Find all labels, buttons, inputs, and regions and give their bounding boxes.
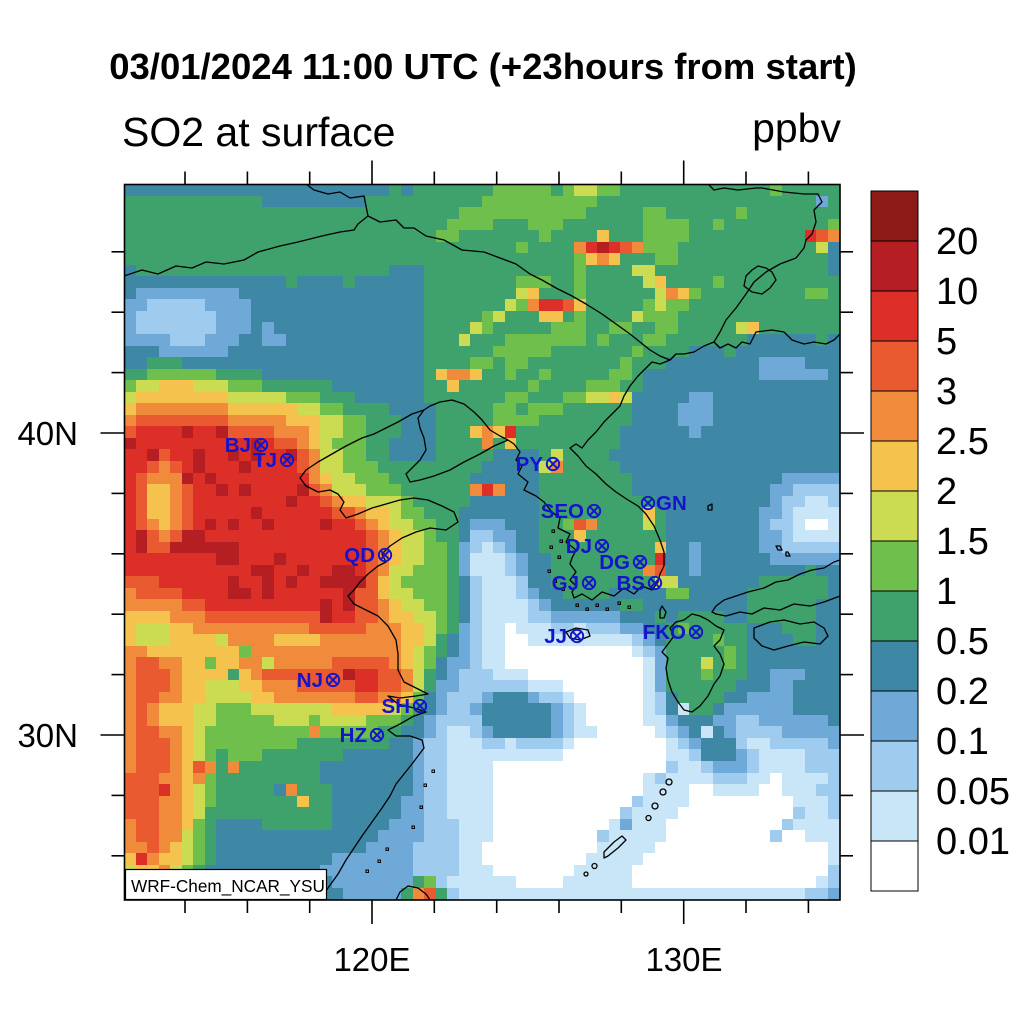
- svg-text:HZ: HZ: [340, 724, 367, 747]
- svg-text:TJ: TJ: [253, 449, 277, 472]
- svg-text:GN: GN: [656, 492, 687, 515]
- svg-text:JJ: JJ: [544, 625, 567, 648]
- svg-text:PY: PY: [516, 453, 544, 476]
- svg-text:SO2 at surface: SO2 at surface: [122, 109, 395, 155]
- svg-text:1.5: 1.5: [936, 521, 989, 563]
- svg-text:10: 10: [936, 271, 978, 313]
- svg-text:40N: 40N: [17, 415, 78, 452]
- svg-text:FKO: FKO: [643, 621, 686, 644]
- svg-text:0.01: 0.01: [936, 821, 1010, 863]
- svg-text:NJ: NJ: [297, 669, 323, 692]
- svg-text:WRF-Chem_NCAR_YSU: WRF-Chem_NCAR_YSU: [131, 876, 325, 896]
- svg-text:BJ: BJ: [225, 434, 251, 457]
- svg-text:30N: 30N: [17, 717, 78, 754]
- svg-text:2.5: 2.5: [936, 421, 989, 463]
- svg-text:5: 5: [936, 321, 957, 363]
- svg-text:1: 1: [936, 571, 957, 613]
- svg-text:0.5: 0.5: [936, 621, 989, 663]
- svg-text:2: 2: [936, 471, 957, 513]
- svg-text:03/01/2024 11:00 UTC (+23hours: 03/01/2024 11:00 UTC (+23hours from star…: [109, 46, 857, 87]
- svg-text:ppbv: ppbv: [752, 105, 841, 151]
- svg-text:0.1: 0.1: [936, 721, 989, 763]
- svg-text:SEO: SEO: [541, 500, 584, 523]
- svg-text:20: 20: [936, 221, 978, 263]
- svg-text:SH: SH: [382, 695, 410, 718]
- svg-text:GJ: GJ: [552, 572, 579, 595]
- svg-text:DG: DG: [599, 551, 630, 574]
- svg-text:130E: 130E: [645, 941, 722, 978]
- svg-text:0.2: 0.2: [936, 671, 989, 713]
- svg-text:120E: 120E: [333, 941, 410, 978]
- svg-text:QD: QD: [344, 544, 375, 567]
- svg-text:BS: BS: [617, 572, 645, 595]
- svg-text:0.05: 0.05: [936, 771, 1010, 813]
- svg-text:DJ: DJ: [566, 535, 592, 558]
- svg-text:3: 3: [936, 371, 957, 413]
